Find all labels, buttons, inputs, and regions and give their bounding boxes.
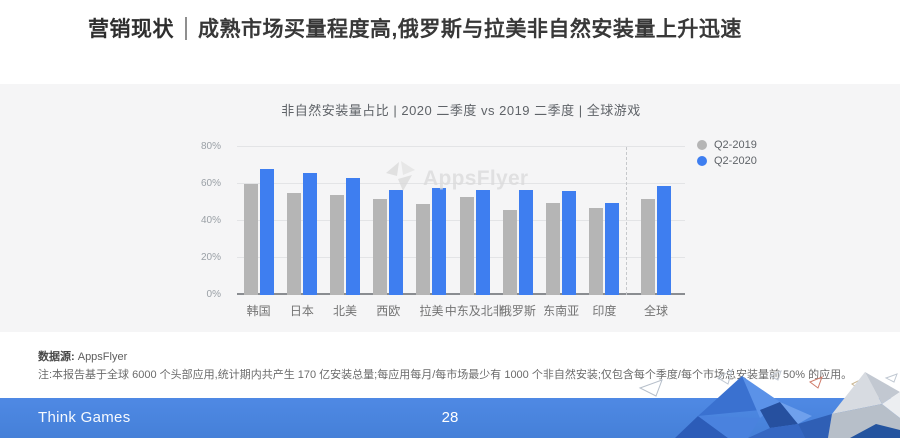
bar-group: 韩国 [237, 147, 280, 318]
bar-group: 西欧 [367, 147, 410, 318]
footnote: 数据源: AppsFlyer 注:本报告基于全球 6000 个头部应用,统计期内… [38, 348, 852, 384]
bar-group: 中东及北非 [445, 147, 505, 318]
bar-group: 拉美 [410, 147, 453, 318]
x-category-label: 北美 [333, 304, 358, 318]
chart-title: 非自然安装量占比 | 2020 二季度 vs 2019 二季度 | 全球游戏 [281, 103, 641, 118]
bar-q2-2020 [346, 178, 361, 295]
bar-q2-2019 [373, 198, 388, 295]
bar-q2-2020 [562, 191, 577, 295]
bar-q2-2020 [259, 169, 274, 295]
x-category-label: 西欧 [376, 304, 401, 318]
title-divider [185, 16, 187, 40]
page-title-emphasis: 营销现状 [88, 18, 174, 41]
bar-q2-2019 [416, 204, 431, 295]
footer-polygon-art [620, 366, 900, 438]
bar-q2-2019 [546, 202, 561, 295]
bar-q2-2019 [330, 195, 345, 295]
x-category-label: 韩国 [246, 304, 271, 318]
bar-q2-2020 [656, 185, 671, 295]
legend-label: Q2-2020 [714, 155, 757, 167]
x-category-label: 日本 [289, 304, 314, 318]
y-tick-label: 80% [200, 141, 221, 152]
legend: Q2-2019 Q2-2020 [697, 139, 757, 167]
bar-group: 北美 [323, 147, 366, 318]
legend-swatch [697, 156, 707, 166]
plot-area: 韩国 日本 北美 西欧 拉美 中东及北非 俄罗斯 东南亚 印度 全球 AppsFlyer [237, 146, 685, 318]
bar-group: 印度 [583, 147, 626, 318]
x-category-label: 俄罗斯 [499, 304, 536, 318]
legend-swatch [697, 140, 707, 150]
page-title: 营销现状 成熟市场买量程度高,俄罗斯与拉美非自然安装量上升迅速 [88, 13, 742, 43]
x-category-label: 拉美 [419, 304, 444, 318]
bar-group: 东南亚 [540, 147, 583, 318]
x-category-label: 印度 [592, 304, 617, 318]
y-tick-label: 20% [200, 252, 221, 263]
gridline [237, 146, 685, 147]
x-category-label: 东南亚 [543, 304, 580, 318]
note-line: 注:本报告基于全球 6000 个头部应用,统计期内共产生 170 亿安装总量;每… [38, 369, 853, 381]
gridline [237, 183, 685, 184]
brand-label: Think Games [38, 409, 131, 426]
y-tick-label: 60% [200, 178, 221, 189]
bar-q2-2020 [389, 189, 404, 295]
x-category-label: 中东及北非 [444, 304, 505, 318]
y-tick-label: 0% [206, 289, 221, 300]
bar-group: 俄罗斯 [496, 147, 539, 318]
page-title-text: 成熟市场买量程度高,俄罗斯与拉美非自然安装量上升迅速 [198, 18, 742, 41]
bar-q2-2019 [502, 209, 517, 295]
bar-q2-2020 [518, 189, 533, 295]
bar-q2-2020 [302, 172, 317, 295]
bar-group: 日本 [280, 147, 323, 318]
data-source-label: 数据源: [38, 351, 75, 363]
bar-q2-2019 [589, 208, 604, 295]
bar-q2-2020 [432, 187, 447, 295]
bar-q2-2019 [243, 184, 258, 295]
bar-q2-2019 [459, 196, 474, 295]
y-tick-label: 40% [200, 215, 221, 226]
slide-header: 营销现状 成熟市场买量程度高,俄罗斯与拉美非自然安装量上升迅速 [0, 0, 900, 84]
y-axis: 0% 20% 40% 60% 80% [185, 141, 231, 300]
data-source-line: 数据源: AppsFlyer [38, 348, 852, 366]
bar-group: 全球 [627, 147, 685, 318]
legend-item: Q2-2019 [697, 139, 757, 151]
global-separator-line [625, 147, 627, 295]
bar-q2-2020 [475, 189, 490, 295]
x-category-label: 全球 [643, 304, 668, 318]
page-number: 28 [441, 409, 459, 426]
legend-label: Q2-2019 [714, 139, 757, 151]
bar-groups: 韩国 日本 北美 西欧 拉美 中东及北非 俄罗斯 东南亚 印度 全球 [237, 147, 685, 318]
legend-item: Q2-2020 [697, 155, 757, 167]
data-source-value: AppsFlyer [74, 351, 128, 363]
bar-q2-2019 [286, 193, 301, 295]
bar-q2-2020 [605, 202, 620, 295]
bar-q2-2019 [640, 198, 655, 295]
chart-panel: 非自然安装量占比 | 2020 二季度 vs 2019 二季度 | 全球游戏 0… [0, 84, 900, 332]
